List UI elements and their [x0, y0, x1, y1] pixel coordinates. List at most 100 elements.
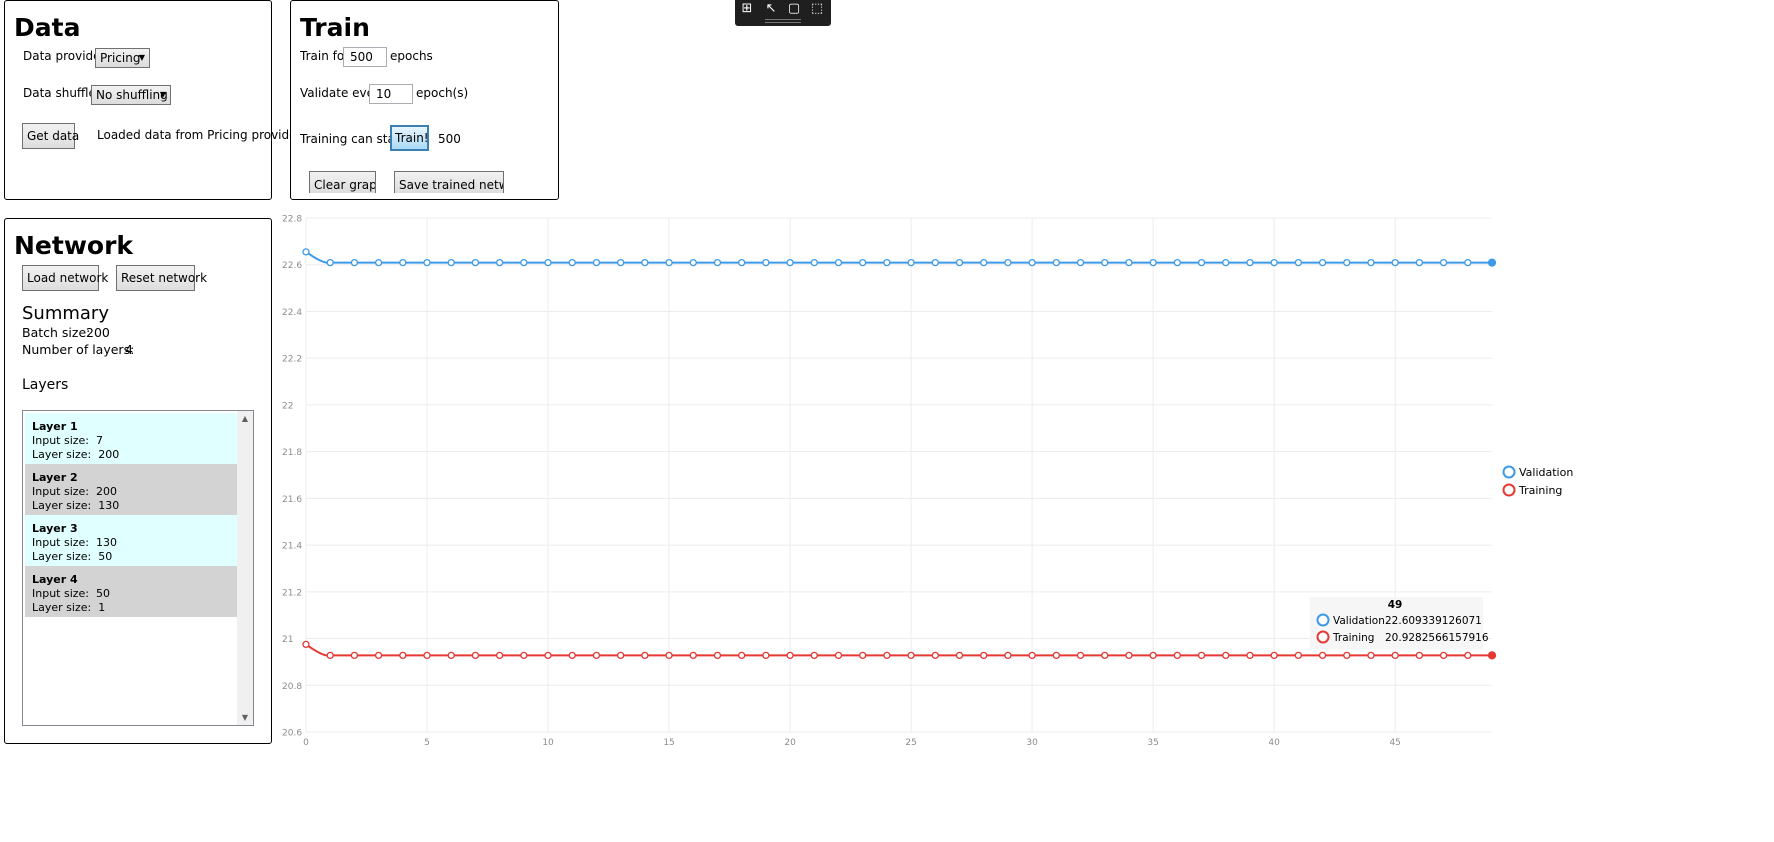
y-tick-label: 22 [282, 401, 293, 411]
data-point [423, 258, 431, 267]
epochs-label: epochs [390, 49, 433, 63]
tooltip-box [1310, 597, 1483, 649]
layers-title: Layers [22, 377, 69, 393]
x-tick-label: 40 [1268, 738, 1280, 748]
train-button[interactable]: Train! [390, 125, 429, 151]
data-point [665, 651, 673, 660]
data-point [762, 258, 770, 267]
data-point [423, 651, 431, 660]
data-point [617, 258, 625, 267]
x-tick-label: 15 [663, 738, 674, 748]
data-point [907, 651, 915, 660]
data-point [980, 258, 988, 267]
data-panel-title: Data [14, 13, 81, 42]
input-size-label: Input size: [32, 434, 90, 447]
data-point [544, 258, 552, 267]
layers-count-label: Number of layers: [22, 342, 135, 357]
tooltip-marker [1316, 630, 1330, 644]
layout-adorner-icon[interactable]: ▢ [787, 1, 801, 16]
debug-toolbar: ⊞ ↖ ▢ ⬚ [735, 0, 831, 26]
reset-network-button[interactable]: Reset network [116, 265, 207, 291]
data-point [1439, 258, 1448, 267]
layers-scrollbar[interactable]: ▲ ▼ [237, 411, 253, 725]
x-tick-label: 45 [1389, 738, 1400, 748]
clear-graph-button[interactable]: Clear graph [309, 171, 376, 193]
y-tick-label: 22.4 [282, 308, 302, 318]
track-focus-icon[interactable]: ⬚ [810, 1, 824, 16]
data-point [1318, 258, 1327, 267]
layers-count-value: 4 [125, 342, 133, 357]
data-point [1125, 258, 1133, 267]
scroll-down-icon[interactable]: ▼ [241, 713, 249, 722]
epochs-input[interactable]: 500 [343, 47, 387, 67]
layer-size-value: 130 [98, 499, 120, 512]
legend-label: Validation [1519, 466, 1573, 479]
data-point [471, 651, 480, 660]
layer-size-value: 50 [98, 550, 113, 563]
data-point [786, 651, 794, 660]
chart-grid [305, 217, 1492, 733]
x-tick-label: 25 [905, 738, 916, 748]
data-point [326, 258, 334, 267]
x-tick-label: 35 [1147, 738, 1158, 748]
data-point [1439, 651, 1448, 660]
scroll-up-icon[interactable]: ▲ [241, 414, 249, 423]
layer-title: Layer 3 [32, 522, 78, 535]
data-point [931, 258, 939, 267]
data-point [859, 651, 867, 660]
data-point [1173, 258, 1181, 267]
data-point [1294, 258, 1303, 267]
layer-item-3[interactable]: Layer 3 Input size: 130 Layer size: 50 [25, 515, 238, 566]
network-panel-title: Network [14, 231, 134, 260]
layers-listbox[interactable]: Layer 1 Input size: 7 Layer size: 200 La… [22, 410, 254, 726]
data-point [810, 651, 818, 660]
train-panel: Train Train for 500 epochs Validate ever… [290, 0, 559, 200]
layer-title: Layer 2 [32, 471, 78, 484]
save-trained-network-button[interactable]: Save trained network [394, 171, 504, 193]
validate-suffix-label: epoch(s) [416, 86, 469, 100]
data-point [568, 258, 576, 267]
data-point [907, 258, 915, 267]
layer-item-4[interactable]: Layer 4 Input size: 50 Layer size: 1 [25, 566, 238, 617]
y-tick-label: 22.2 [282, 355, 302, 365]
load-network-button[interactable]: Load network [22, 265, 108, 291]
data-point [883, 651, 891, 660]
data-point [1004, 651, 1012, 660]
input-size-value: 130 [96, 536, 118, 549]
data-point [1391, 258, 1399, 267]
x-tick-label: 0 [303, 738, 309, 748]
batch-size-label: Batch size: [22, 325, 91, 340]
data-point [1270, 651, 1278, 660]
validate-every-input[interactable]: 10 [369, 84, 413, 104]
chart-series [302, 248, 1497, 660]
data-point [1028, 651, 1036, 660]
training-status-text: Training can start [300, 132, 405, 146]
get-data-button[interactable]: Get data [22, 123, 79, 149]
data-point [1052, 651, 1060, 660]
data-point [1052, 258, 1060, 267]
cursor-icon[interactable]: ↖ [765, 1, 777, 16]
data-point [1197, 258, 1206, 267]
data-shuffler-value: No shuffling [96, 88, 168, 102]
select-element-icon[interactable]: ⊞ [741, 1, 753, 16]
series-line-validation [305, 251, 1492, 264]
x-tick-label: 5 [424, 738, 430, 748]
y-axis-ticks: 22.8 22.6 22.4 22.2 22 21.8 21.6 21.4 21.2 21 20.8… [282, 215, 302, 739]
layer-item-1[interactable]: Layer 1 Input size: 7 Layer size: 200 [25, 413, 238, 464]
data-point [810, 258, 818, 267]
data-provider-select[interactable]: Pricing ▼ [95, 48, 150, 68]
y-tick-label: 22.8 [282, 215, 302, 225]
train-for-label: Train for [300, 49, 350, 63]
data-point [665, 258, 673, 267]
y-tick-label: 21.2 [282, 588, 302, 598]
tooltip-series-name: Validation [1333, 615, 1385, 627]
data-point [592, 258, 601, 267]
toolbar-grip[interactable] [765, 19, 801, 23]
y-tick-label: 21.8 [282, 448, 302, 458]
input-size-value: 200 [96, 485, 118, 498]
layer-item-2[interactable]: Layer 2 Input size: 200 Layer size: 130 [25, 464, 238, 515]
data-point [302, 640, 310, 649]
data-point [1028, 258, 1036, 267]
data-shuffler-select[interactable]: No shuffling ▼ [91, 85, 171, 105]
